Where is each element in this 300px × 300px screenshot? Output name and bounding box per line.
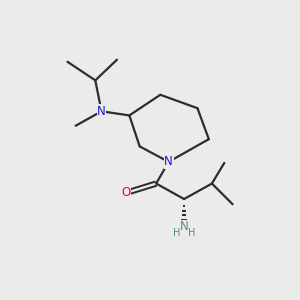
Text: H: H (188, 228, 196, 238)
Text: N: N (180, 220, 188, 233)
Text: N: N (164, 155, 173, 168)
Text: H: H (172, 228, 180, 238)
Text: N: N (97, 105, 106, 118)
Text: O: O (122, 186, 131, 199)
